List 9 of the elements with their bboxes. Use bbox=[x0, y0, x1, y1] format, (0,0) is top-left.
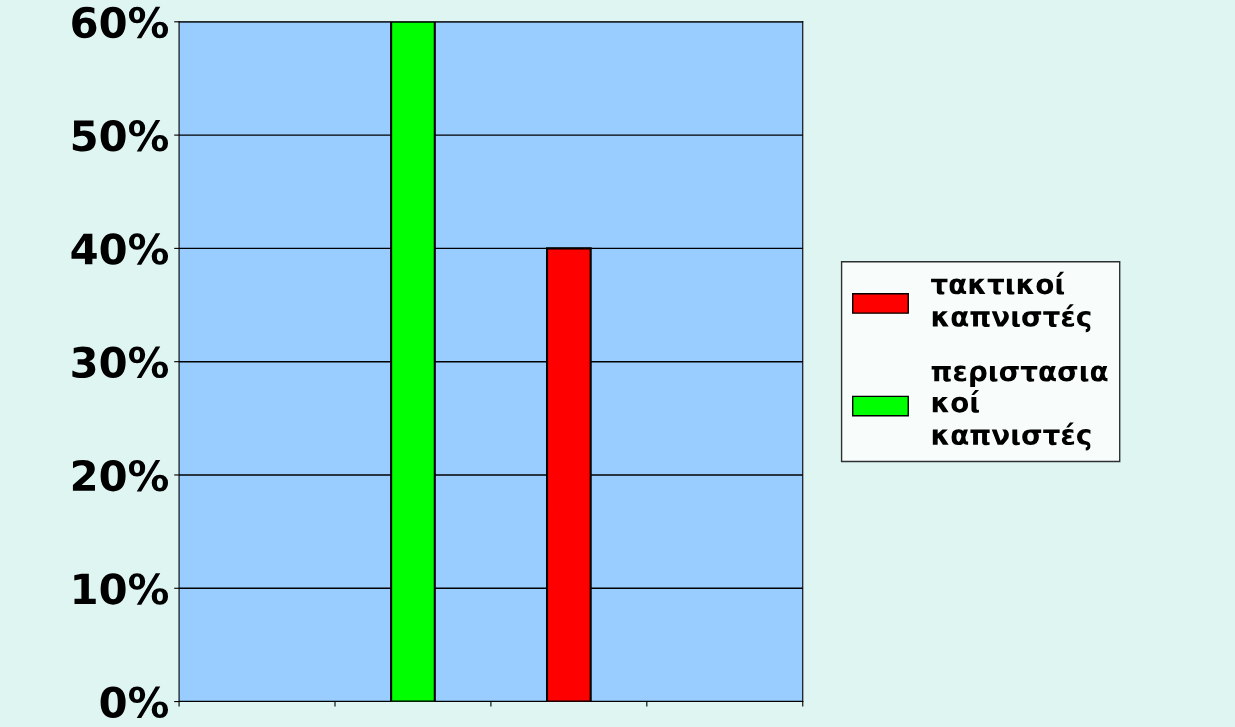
y-tick-label: 50% bbox=[72, 120, 169, 152]
y-tick-label: 20% bbox=[72, 459, 169, 492]
y-tick-label: 10% bbox=[74, 573, 169, 605]
legend-label: τακτικοί καπνιστές bbox=[931, 271, 1091, 333]
legend-label: περιστασιακοί καπνιστές bbox=[931, 365, 1108, 451]
y-tick-label: 60% bbox=[72, 6, 169, 39]
y-tick-label: 30% bbox=[72, 346, 169, 379]
y-tick-label: 40% bbox=[71, 233, 169, 265]
y-tick-label: 0% bbox=[100, 686, 169, 718]
